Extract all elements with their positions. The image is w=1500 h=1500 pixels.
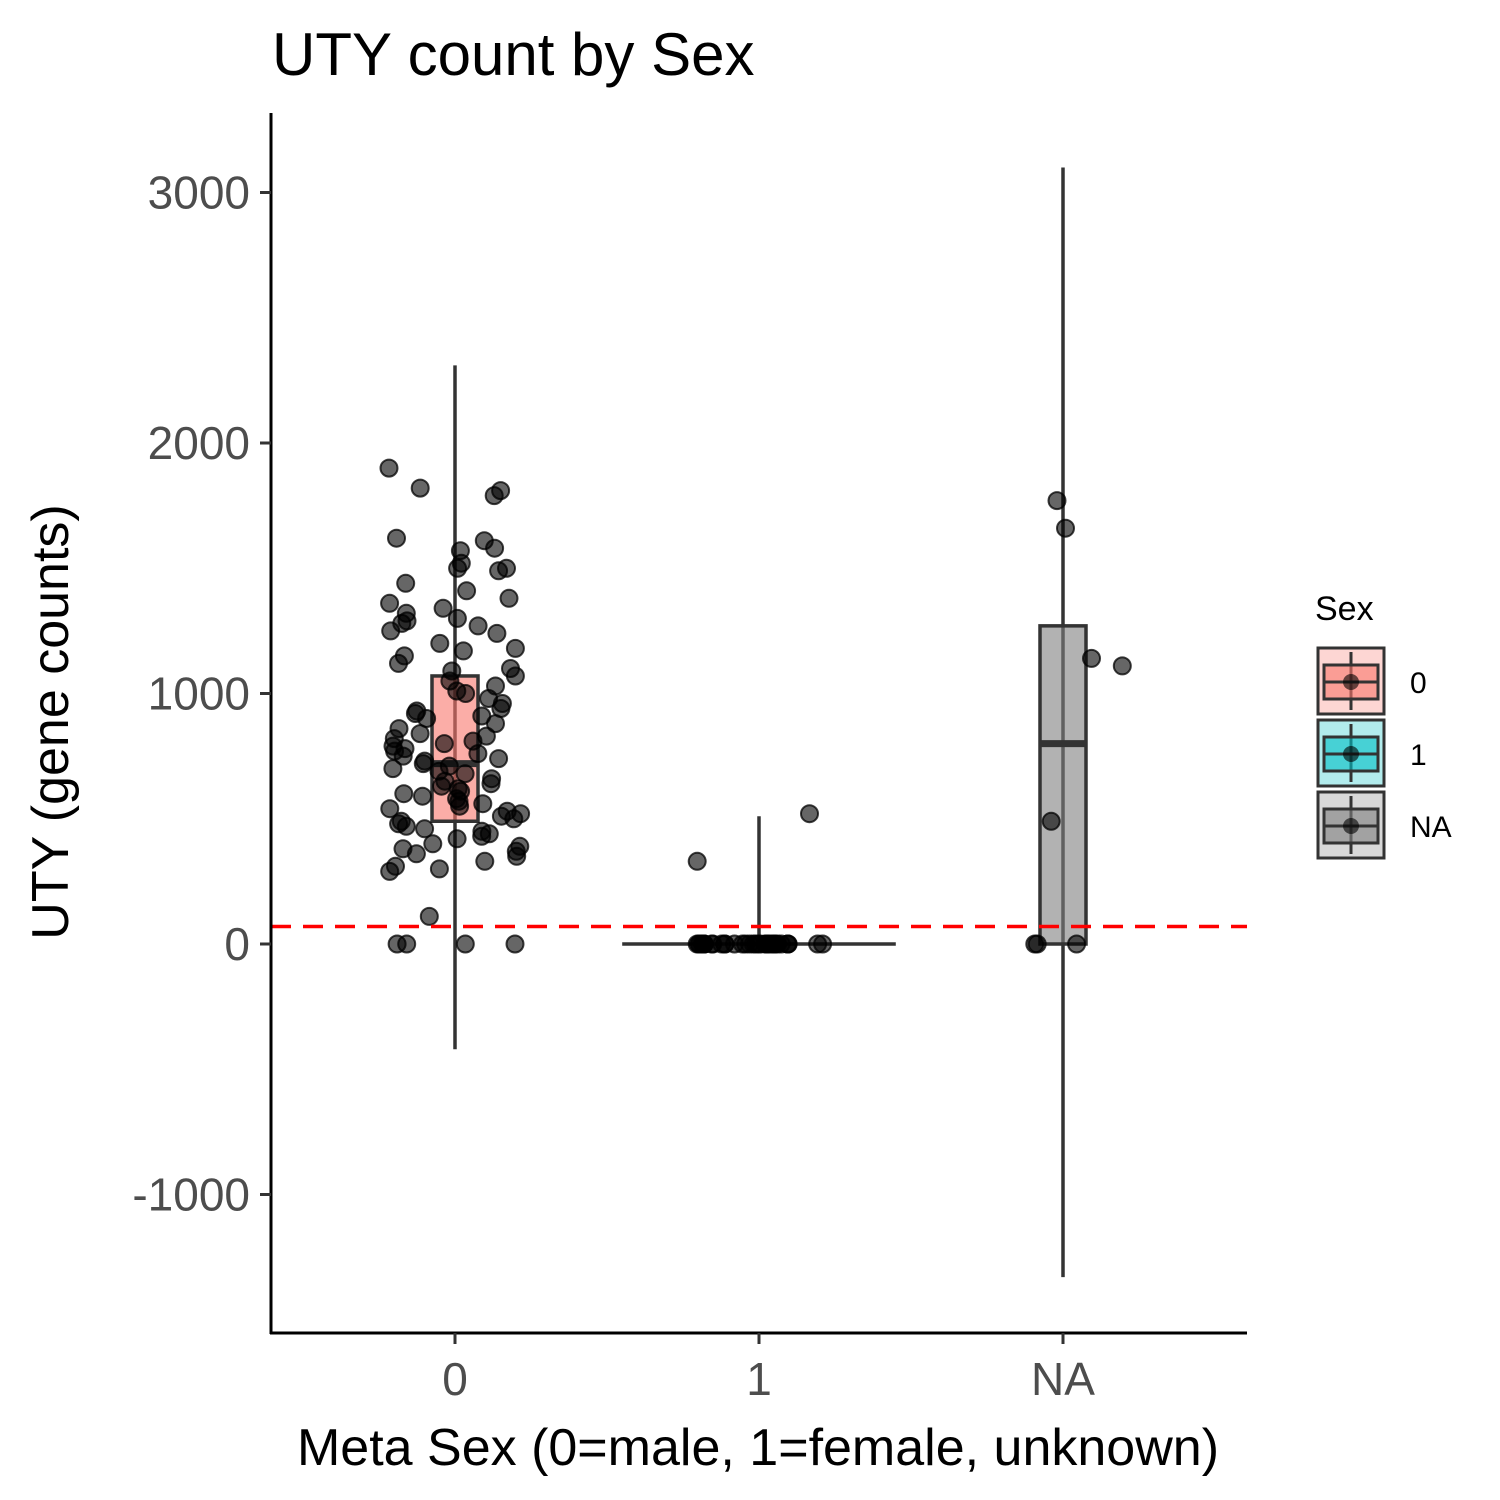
data-point: [447, 608, 467, 628]
data-point: [1056, 518, 1075, 538]
data-point: [383, 759, 403, 779]
data-point: [380, 799, 400, 819]
x-tick-label: NA: [1031, 1353, 1095, 1405]
data-point: [813, 934, 833, 954]
x-tick-label: 1: [746, 1353, 772, 1405]
y-tick-label: 1000: [148, 668, 250, 720]
data-point: [489, 749, 509, 769]
data-point: [489, 561, 509, 581]
data-point: [484, 486, 504, 506]
y-tick-label: 3000: [148, 167, 250, 219]
data-point: [413, 754, 433, 774]
data-point: [687, 934, 707, 954]
data-point: [389, 653, 408, 673]
legend-label: 1: [1410, 739, 1427, 772]
plot-panel: [271, 167, 1247, 1278]
y-axis-ticks: -1000 0 1000 2000 3000: [132, 167, 271, 1221]
legend-key-point: [1343, 746, 1359, 762]
chart-title: UTY count by Sex: [272, 21, 754, 88]
data-point: [447, 829, 467, 849]
data-point: [485, 538, 505, 558]
data-point: [415, 819, 435, 839]
data-point: [472, 826, 492, 846]
data-point: [453, 641, 473, 661]
data-point: [397, 934, 417, 954]
data-point: [380, 593, 400, 613]
points-1: [687, 804, 833, 954]
data-point: [468, 616, 488, 636]
data-point: [434, 734, 454, 754]
legend: Sex 0 1 NA: [1315, 590, 1452, 860]
data-point: [433, 598, 453, 618]
y-tick-label: 0: [224, 918, 250, 970]
data-point: [687, 851, 707, 871]
legend-key-point: [1343, 674, 1359, 690]
data-point: [410, 724, 430, 744]
data-point: [430, 633, 450, 653]
data-point: [387, 528, 406, 548]
x-axis-ticks: 0 1 NA: [442, 1333, 1095, 1405]
data-point: [505, 666, 525, 686]
box-body: [1038, 624, 1088, 946]
data-point: [1082, 648, 1101, 668]
data-point: [379, 458, 399, 478]
data-point: [1067, 934, 1087, 954]
y-tick-label: -1000: [132, 1169, 250, 1221]
legend-label: 0: [1410, 667, 1427, 700]
data-point: [448, 558, 468, 578]
data-point: [394, 784, 414, 804]
data-point: [406, 844, 426, 864]
data-point: [429, 859, 449, 879]
data-point: [715, 934, 735, 954]
data-point: [468, 744, 488, 764]
legend-label: NA: [1410, 811, 1452, 844]
data-point: [1027, 934, 1047, 954]
data-point: [486, 714, 505, 734]
legend-item-1: 1: [1316, 718, 1427, 788]
x-tick-label: 0: [442, 1353, 468, 1405]
data-point: [413, 786, 432, 806]
box-NA: [1038, 167, 1088, 1278]
legend-key-point: [1343, 818, 1359, 834]
data-point: [380, 861, 400, 881]
data-point: [475, 851, 495, 871]
data-point: [505, 934, 525, 954]
y-tick-label: 2000: [148, 417, 250, 469]
points-0: [379, 458, 531, 954]
data-point: [423, 834, 443, 854]
legend-item-0: 0: [1316, 646, 1427, 716]
data-point: [750, 934, 770, 954]
data-point: [473, 794, 493, 814]
data-point: [457, 581, 477, 601]
data-point: [800, 804, 819, 824]
data-point: [455, 934, 475, 954]
points-NA: [1025, 491, 1132, 954]
data-point: [507, 846, 527, 866]
data-point: [396, 816, 416, 836]
data-point: [505, 638, 525, 658]
data-point: [487, 623, 507, 643]
data-point: [456, 684, 476, 703]
data-point: [410, 478, 430, 498]
x-axis-title: Meta Sex (0=male, 1=female, unknown): [297, 1419, 1219, 1477]
data-point: [504, 809, 524, 829]
data-point: [1041, 811, 1061, 831]
data-point: [499, 588, 519, 608]
data-point: [733, 934, 752, 954]
data-point: [1047, 491, 1067, 511]
data-point: [419, 906, 439, 926]
data-point: [396, 573, 416, 593]
data-point: [481, 774, 501, 794]
data-point: [432, 776, 451, 796]
y-axis-title: UTY (gene counts): [22, 504, 80, 939]
legend-title: Sex: [1315, 590, 1374, 628]
data-point: [393, 746, 413, 766]
legend-item-NA: NA: [1316, 790, 1452, 860]
data-point: [381, 621, 401, 641]
data-point: [450, 796, 470, 816]
data-point: [1112, 656, 1132, 676]
